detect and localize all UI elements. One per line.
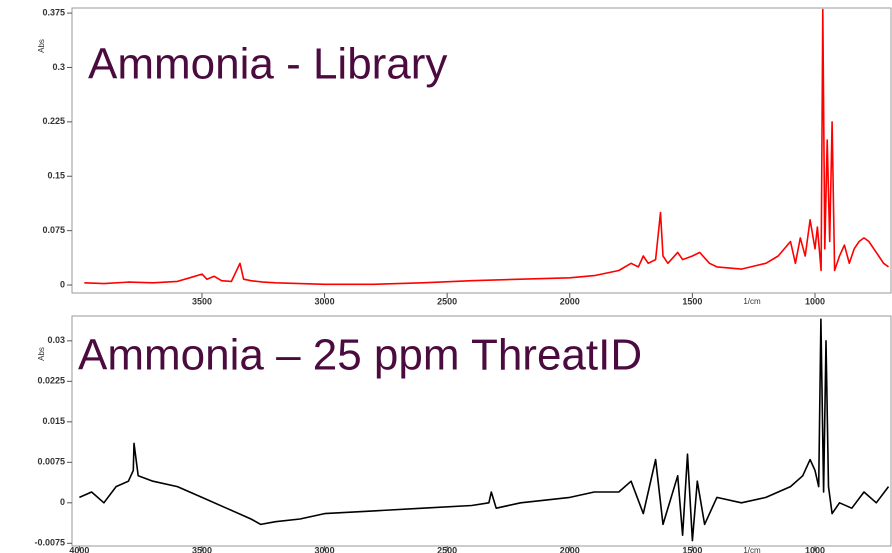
y-tick-label: 0.0225	[37, 376, 65, 386]
y-tick-label: 0.375	[42, 7, 65, 17]
chart-title: Ammonia - Library	[88, 40, 447, 89]
y-tick-label: 0.03	[47, 335, 65, 345]
x-axis-label: 1/cm	[743, 546, 761, 553]
x-tick-label: 1000	[805, 296, 825, 306]
y-tick-label: 0.075	[42, 225, 65, 235]
x-tick-label: 3000	[315, 545, 335, 553]
spectrum-line	[84, 8, 889, 286]
x-tick-label: 2500	[437, 545, 457, 553]
x-tick-label: 1500	[682, 545, 702, 553]
y-axis-label: Abs	[37, 347, 46, 361]
x-tick-label: 3000	[315, 296, 335, 306]
x-tick-label: 1500	[682, 296, 702, 306]
x-axis-label: 1/cm	[743, 297, 761, 306]
y-axis-label: Abs	[37, 39, 46, 53]
y-tick-label: 0.015	[42, 416, 65, 426]
plot-frame	[71, 7, 892, 294]
x-tick-label: 3500	[192, 545, 212, 553]
chart-title: Ammonia – 25 ppm ThreatID	[78, 331, 642, 380]
x-tick-label: 3500	[192, 296, 212, 306]
spectrum-line	[79, 318, 890, 542]
y-tick-label: 0	[60, 279, 65, 289]
x-tick-label: 2000	[560, 296, 580, 306]
x-tick-label: 1000	[805, 545, 825, 553]
y-tick-label: 0.15	[47, 171, 65, 181]
y-tick-label: 0	[60, 497, 65, 507]
y-tick-label: 0.3	[52, 62, 65, 72]
x-tick-label: 2000	[560, 545, 580, 553]
plot-frame	[71, 315, 892, 547]
y-tick-label: -0.0075	[34, 538, 65, 548]
y-tick-label: 0.225	[42, 116, 65, 126]
y-tick-label: 0.0075	[37, 457, 65, 467]
x-tick-label: 4000	[69, 545, 89, 553]
x-tick-label: 2500	[437, 296, 457, 306]
